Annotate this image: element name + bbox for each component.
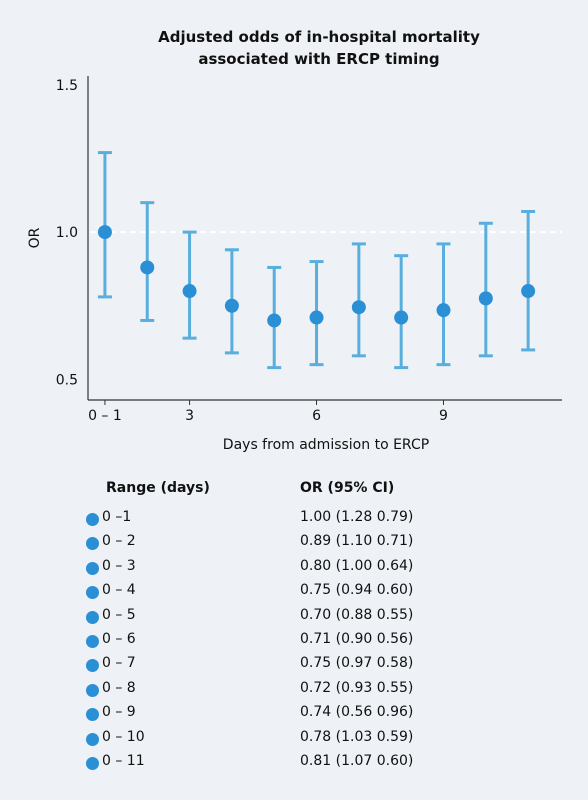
y-tick-label: 1.0 [56, 225, 78, 241]
row-or-ci: 0.71 (0.90 0.56) [300, 630, 414, 647]
chart-title: Adjusted odds of in-hospital mortality a… [94, 26, 544, 70]
row-or-ci: 0.74 (0.56 0.96) [300, 704, 414, 721]
bullet-dot-icon [86, 659, 99, 673]
table-header-or: OR (95% CI) [300, 480, 395, 496]
bullet-dot-icon [86, 732, 99, 746]
table-row: 0 – 6 0.71 (0.90 0.56) [86, 631, 526, 655]
or-point [224, 298, 239, 313]
y-tick-group: 0.5 1.0 1.5 [56, 78, 78, 389]
or-point [182, 284, 197, 299]
table-row: 0 – 10 0.78 (1.03 0.59) [86, 729, 526, 753]
bullet-dot-icon [86, 708, 99, 722]
row-or-ci: 0.75 (0.97 0.58) [300, 655, 414, 672]
table-row: 0 – 11 0.81 (1.07 0.60) [86, 753, 526, 777]
row-range: 0 – 2 [102, 533, 136, 550]
chart-title-line-2: associated with ERCP timing [198, 50, 440, 68]
table-row: 0 – 2 0.89 (1.10 0.71) [86, 533, 526, 557]
row-or-ci: 0.70 (0.88 0.55) [300, 606, 414, 623]
data-point-group [394, 254, 409, 370]
or-point [478, 291, 493, 306]
or-point [140, 260, 155, 275]
row-or-ci: 0.75 (0.94 0.60) [300, 582, 414, 599]
y-tick-label: 1.5 [56, 78, 78, 94]
data-point-group [521, 209, 536, 352]
x-axis-label: Days from admission to ERCP [223, 437, 429, 453]
bullet-dot-icon [86, 537, 99, 551]
row-range: 0 – 5 [102, 606, 136, 623]
row-or-ci: 0.80 (1.00 0.64) [300, 557, 414, 574]
row-range: 0 – 11 [102, 752, 145, 769]
data-point-group [436, 242, 451, 367]
table-row: 0 – 5 0.70 (0.88 0.55) [86, 607, 526, 631]
or-point [309, 310, 324, 325]
row-range: 0 – 8 [102, 679, 136, 696]
bullet-dot-icon [86, 634, 99, 648]
data-point-group [309, 260, 324, 367]
x-tick-group: 0 – 1 3 6 9 [88, 400, 448, 424]
x-tick-label: 0 – 1 [88, 408, 122, 424]
row-or-ci: 0.78 (1.03 0.59) [300, 728, 414, 745]
bullet-dot-icon [86, 610, 99, 624]
data-point-group [267, 265, 282, 370]
or-table: 0 –1 1.00 (1.28 0.79) 0 – 2 0.89 (1.10 0.71… [86, 509, 526, 777]
data-point-group [97, 151, 112, 299]
table-row: 0 – 4 0.75 (0.94 0.60) [86, 582, 526, 606]
chart-title-line-1: Adjusted odds of in-hospital mortality [158, 28, 480, 46]
or-point [394, 310, 409, 325]
or-point [521, 284, 536, 299]
bullet-dot-icon [86, 513, 99, 526]
y-tick-label: 0.5 [56, 372, 78, 388]
table-row: 0 – 7 0.75 (0.97 0.58) [86, 655, 526, 679]
table-row: 0 – 8 0.72 (0.93 0.55) [86, 680, 526, 704]
row-range: 0 – 7 [102, 655, 136, 672]
table-row: 0 – 3 0.80 (1.00 0.64) [86, 558, 526, 582]
row-range: 0 – 4 [102, 582, 136, 599]
row-or-ci: 0.89 (1.10 0.71) [300, 533, 414, 550]
or-point [436, 303, 451, 318]
chart-plot: 0.5 1.0 1.5 0 – 1 3 6 9 OR Days from admissio… [27, 76, 562, 453]
table-row: 0 –1 1.00 (1.28 0.79) [86, 509, 526, 533]
table-header-range: Range (days) [106, 480, 210, 496]
or-point [267, 313, 282, 328]
data-point-group [224, 248, 239, 355]
x-tick-label: 6 [312, 408, 321, 424]
row-or-ci: 0.81 (1.07 0.60) [300, 752, 414, 769]
y-axis-label: OR [27, 227, 43, 248]
row-range: 0 – 10 [102, 728, 145, 745]
data-point-group [182, 230, 197, 340]
bullet-dot-icon [86, 586, 99, 600]
bullet-dot-icon [86, 756, 99, 770]
bullet-dot-icon [86, 561, 99, 575]
row-range: 0 – 9 [102, 704, 136, 721]
data-point-group [478, 221, 493, 358]
x-tick-label: 3 [185, 408, 194, 424]
row-range: 0 – 6 [102, 630, 136, 647]
row-or-ci: 1.00 (1.28 0.79) [300, 509, 414, 525]
series-group [97, 151, 536, 370]
x-tick-label: 9 [439, 408, 448, 424]
data-point-group [351, 242, 366, 358]
data-point-group [140, 201, 155, 322]
or-point [97, 225, 112, 240]
or-point [351, 300, 366, 315]
bullet-dot-icon [86, 683, 99, 697]
table-row: 0 – 9 0.74 (0.56 0.96) [86, 704, 526, 728]
row-range: 0 – 3 [102, 557, 136, 574]
row-range: 0 –1 [102, 509, 132, 525]
row-or-ci: 0.72 (0.93 0.55) [300, 679, 414, 696]
